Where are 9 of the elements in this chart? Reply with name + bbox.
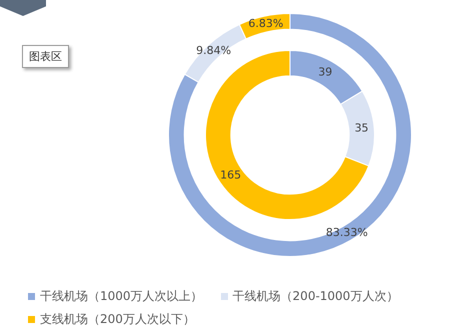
legend-label: 干线机场（1000万人次以上）	[40, 288, 203, 305]
data-label: 165	[220, 168, 242, 182]
data-label: 35	[354, 122, 369, 135]
legend-label: 干线机场（200-1000万人次）	[232, 288, 398, 305]
data-label: 9.84%	[196, 44, 232, 57]
legend-label: 支线机场（200万人次以下）	[40, 311, 195, 328]
data-label: 6.83%	[248, 16, 284, 30]
text: 图表区	[22, 45, 69, 68]
data-label: 39	[318, 65, 332, 78]
